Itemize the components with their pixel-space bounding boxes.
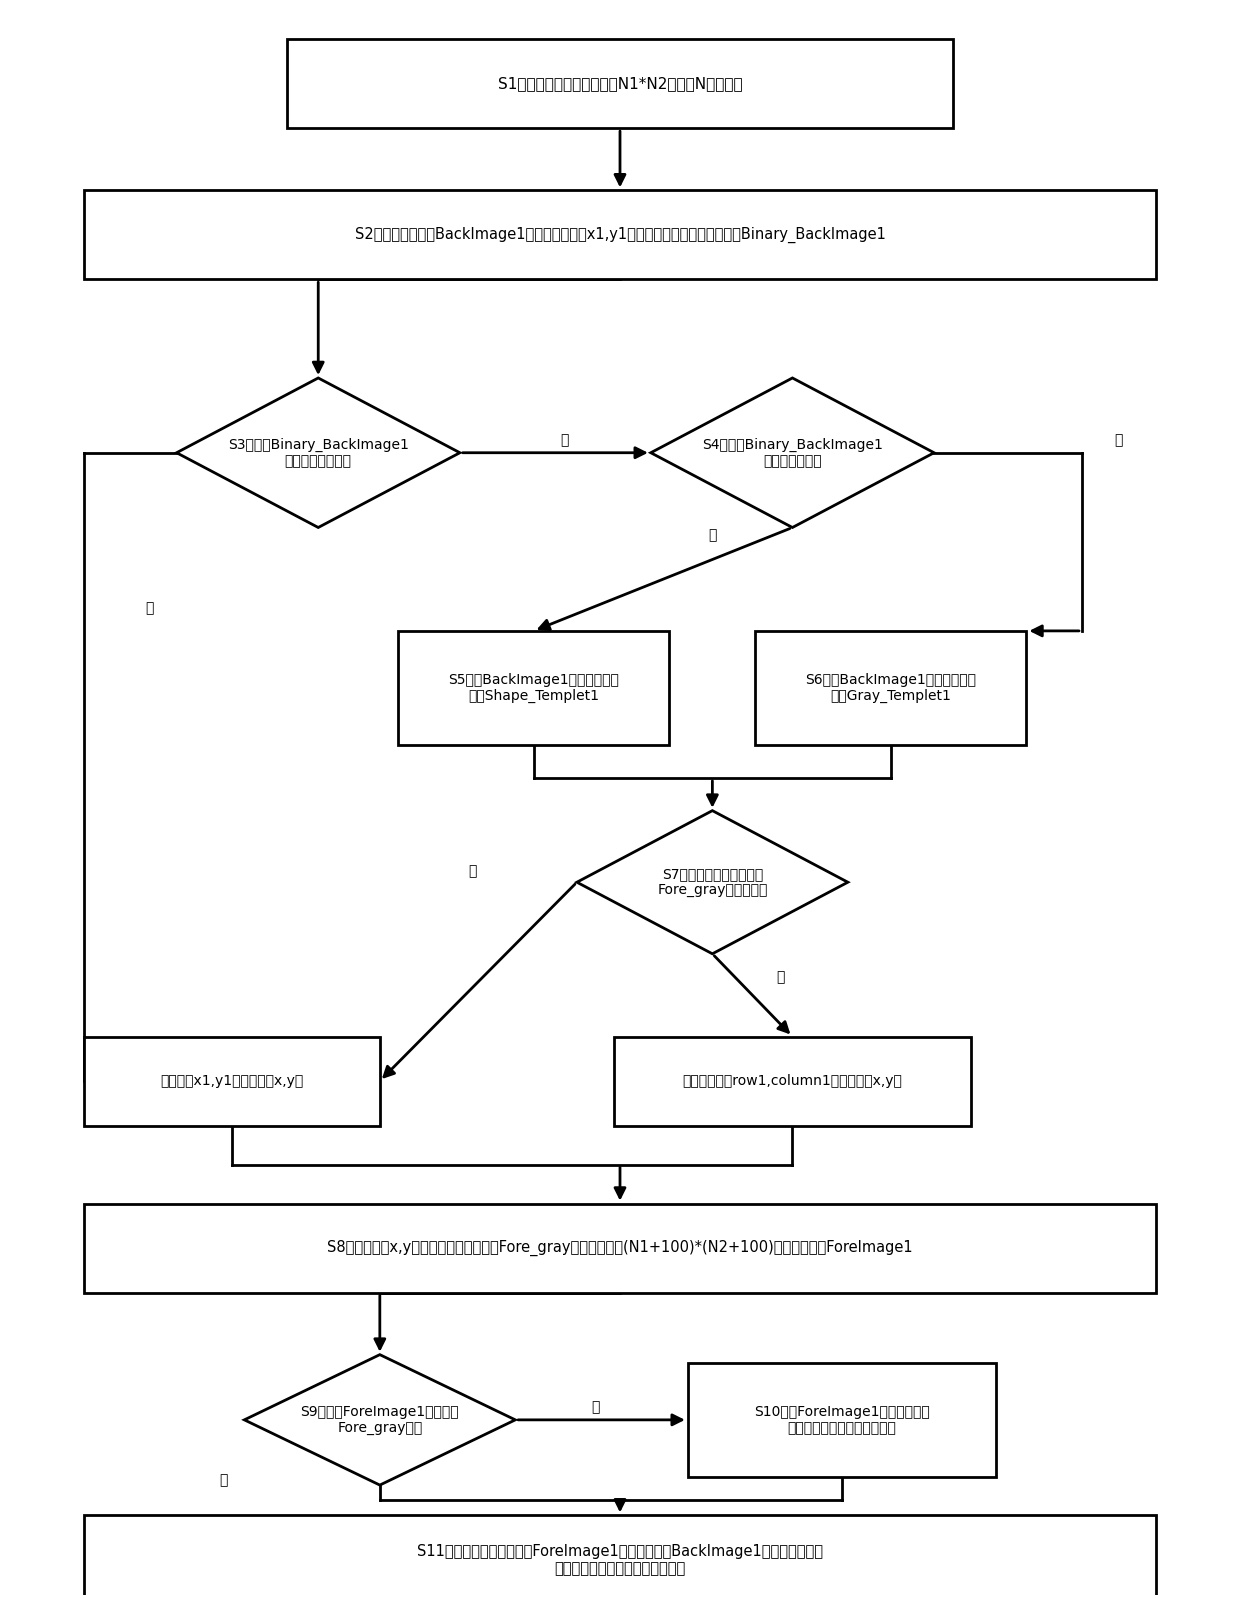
Bar [755,632,1027,745]
Text: 是: 是 [591,1401,600,1414]
Text: 否: 否 [560,433,569,448]
Text: 否: 否 [467,863,476,878]
Bar [614,1036,971,1126]
Text: S4：判断Binary_BackImage1
是否有明显轮廓: S4：判断Binary_BackImage1 是否有明显轮廓 [702,438,883,469]
Text: S3：判断Binary_BackImage1
是否为全黑或全白: S3：判断Binary_BackImage1 是否为全黑或全白 [228,438,409,469]
Bar [84,1204,1156,1292]
Text: 否: 否 [219,1473,228,1487]
Bar [84,190,1156,280]
Polygon shape [651,377,934,528]
Polygon shape [577,811,848,953]
Text: S10：将ForeImage1超出边界区域
按照边界像素灰度值进行填充: S10：将ForeImage1超出边界区域 按照边界像素灰度值进行填充 [754,1406,930,1434]
Text: 是: 是 [776,971,785,985]
Text: S7：按照模板在待检测图
Fore_gray中匹配寻找: S7：按照模板在待检测图 Fore_gray中匹配寻找 [657,867,768,897]
Text: S2：取一个小模板BackImage1，中心坐标为（x1,y1），进行二值化处理得到图像Binary_BackImage1: S2：取一个小模板BackImage1，中心坐标为（x1,y1），进行二值化处理… [355,227,885,243]
Text: S1：将灰度模板图按照尺寸N1*N2划分成N个小模板: S1：将灰度模板图按照尺寸N1*N2划分成N个小模板 [497,77,743,91]
Bar [398,632,670,745]
Text: S9：判断ForeImage1是否超过
Fore_gray边界: S9：判断ForeImage1是否超过 Fore_gray边界 [300,1404,459,1434]
Text: S5：以BackImage1新建一个形状
模板Shape_Templet1: S5：以BackImage1新建一个形状 模板Shape_Templet1 [449,673,619,704]
Text: 将返回坐标（row1,column1）赋值给（x,y）: 将返回坐标（row1,column1）赋值给（x,y） [682,1075,903,1087]
Text: S6：以BackImage1新建一个灰度
模板Gray_Templet1: S6：以BackImage1新建一个灰度 模板Gray_Templet1 [806,673,976,704]
Text: 将坐标（x1,y1）赋值给（x,y）: 将坐标（x1,y1）赋值给（x,y） [160,1075,304,1087]
Polygon shape [244,1354,516,1485]
Bar [688,1362,996,1477]
Bar [84,1516,1156,1599]
Bar [288,38,952,128]
Text: S8：以坐标（x,y）为中心，在待检测图Fore_gray上扣取尺寸为(N1+100)*(N2+100)的图像，得到ForeImage1: S8：以坐标（x,y）为中心，在待检测图Fore_gray上扣取尺寸为(N1+1… [327,1239,913,1257]
Polygon shape [176,377,460,528]
Text: 否: 否 [1115,433,1123,448]
Text: 是: 是 [145,601,154,616]
Text: S11：将边界判断后的图像ForeImage1与小模板图像BackImage1进行差分处理，
并结合缺陷分割算法提取缺陷信息: S11：将边界判断后的图像ForeImage1与小模板图像BackImage1进… [417,1543,823,1577]
Text: 是: 是 [708,528,717,542]
Bar [84,1036,379,1126]
